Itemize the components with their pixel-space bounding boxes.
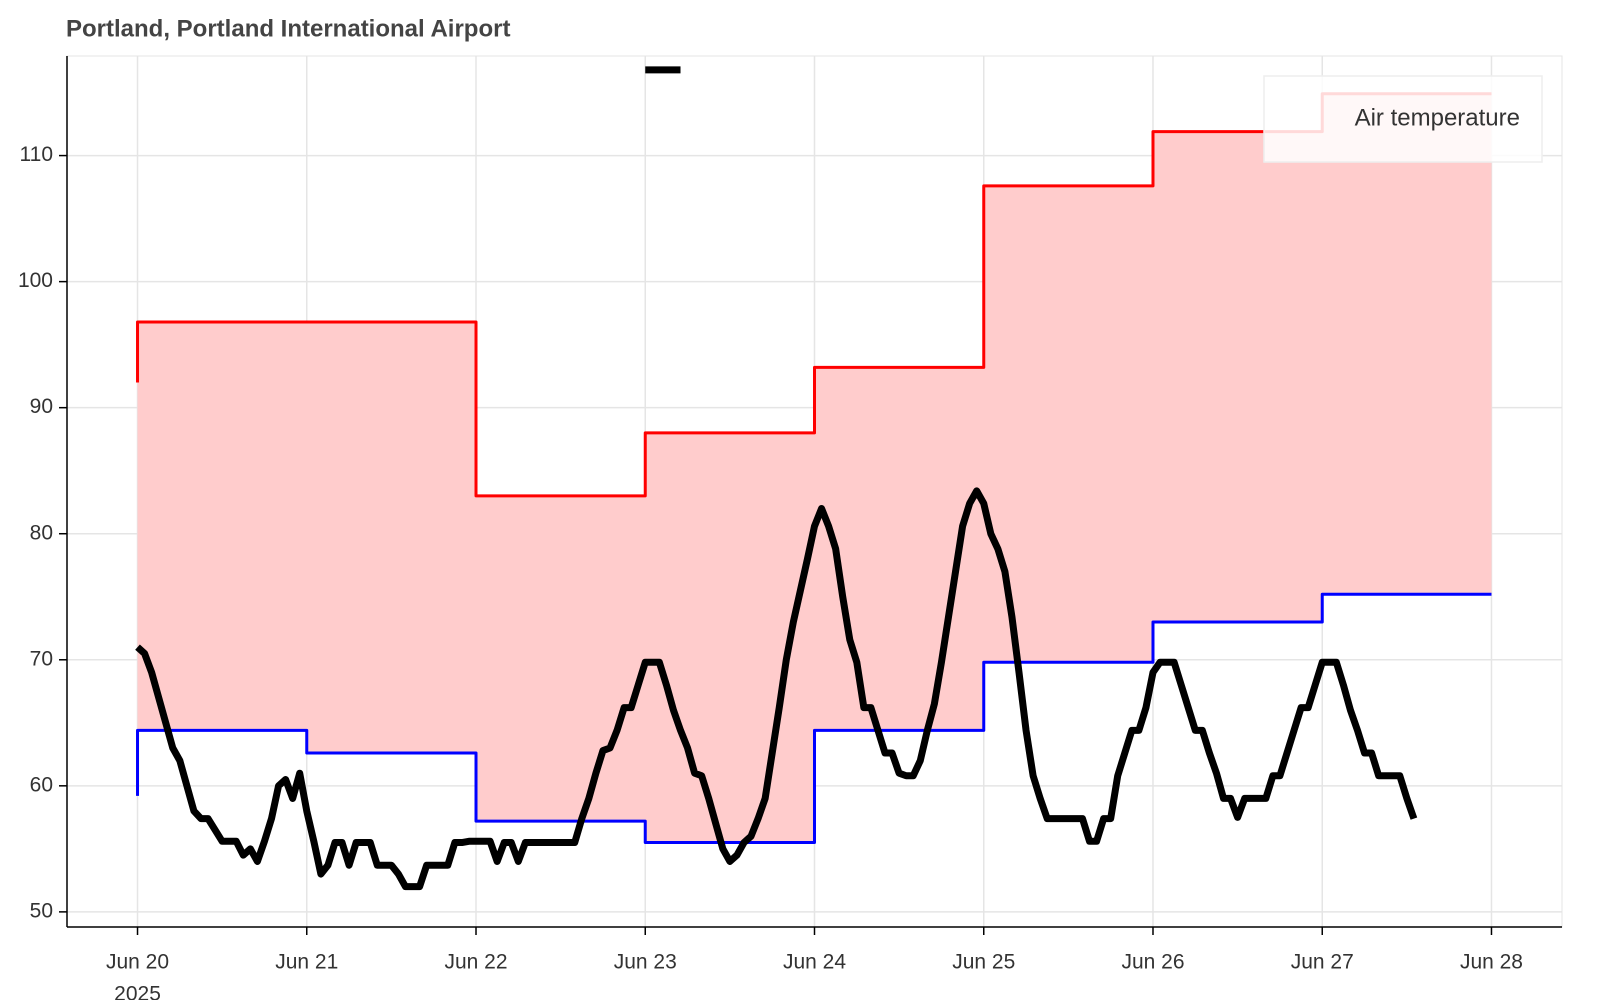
x-tick-label: Jun 22 xyxy=(444,951,507,974)
x-tick-label: Jun 21 xyxy=(275,951,338,974)
x-tick-label: Jun 23 xyxy=(614,951,677,974)
x-tick-label: Jun 25 xyxy=(952,951,1015,974)
y-tick-label: 100 xyxy=(18,269,53,292)
x-tick-label: Jun 20 xyxy=(106,951,169,974)
x-tick-label: Jun 26 xyxy=(1121,951,1184,974)
y-tick-label: 90 xyxy=(30,395,53,418)
x-tick-label: Jun 24 xyxy=(783,951,846,974)
x-tick-label: Jun 27 xyxy=(1291,951,1354,974)
y-tick-label: 60 xyxy=(30,773,53,796)
marks xyxy=(135,66,1492,891)
legend-box xyxy=(1263,75,1543,163)
x-year-label: 2025 xyxy=(114,983,161,1000)
y-tick-label: 50 xyxy=(30,899,53,922)
y-tick-label: 80 xyxy=(30,521,53,544)
x-tick-label: Jun 28 xyxy=(1460,951,1523,974)
y-tick-label: 110 xyxy=(20,143,53,166)
temperature-line xyxy=(135,487,1418,891)
chart-title: Portland, Portland International Airport xyxy=(66,15,510,42)
step-line xyxy=(136,92,1492,498)
legend-label: Air temperature xyxy=(1355,104,1520,131)
step-line xyxy=(136,592,1492,845)
y-tick-label: 70 xyxy=(30,647,53,670)
axes: 50 60 70 80 90 100 110 Jun 20 Jun 21 Jun 22 Jun 23… xyxy=(18,56,1562,1005)
